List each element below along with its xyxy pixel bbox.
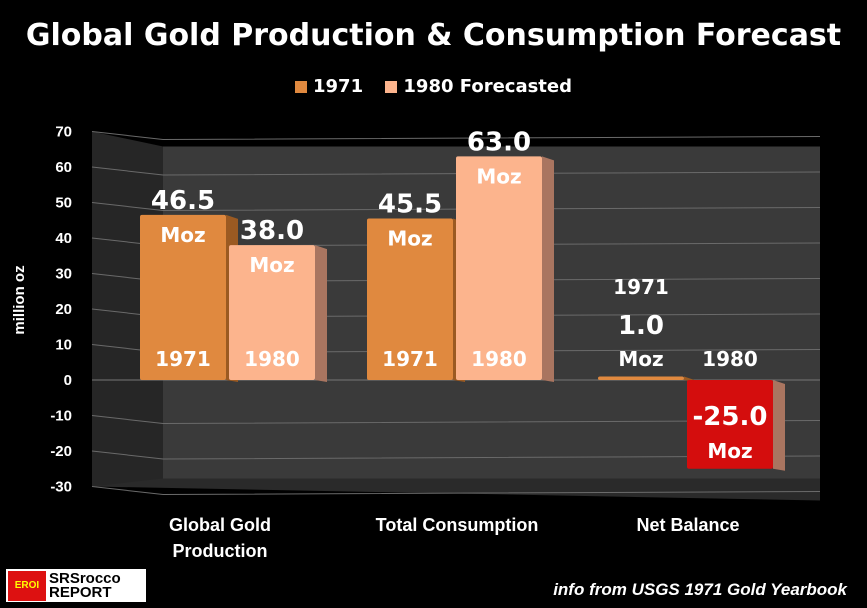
gridline: [91, 166, 821, 176]
year-label: 1971: [382, 347, 438, 371]
y-tick-label: 50: [55, 195, 72, 212]
unit-label: Moz: [618, 347, 663, 371]
legend-item-1971: 1971: [295, 76, 363, 97]
unit-label: Moz: [476, 164, 521, 188]
y-axis-label: million oz: [11, 265, 28, 334]
logo-badge: EROI: [8, 570, 46, 601]
category-label: Production: [173, 541, 268, 561]
legend-swatch: [385, 81, 398, 93]
y-tick-label: 30: [55, 266, 72, 283]
y-tick-label: -20: [50, 443, 72, 460]
value-label: 1.0: [618, 311, 664, 341]
source-note: info from USGS 1971 Gold Yearbook: [553, 580, 847, 599]
srsrocco-logo: EROI SRSrocco REPORT: [6, 569, 146, 602]
value-label: 46.5: [151, 186, 215, 216]
year-label: 1980: [702, 347, 758, 371]
y-tick-label: -30: [50, 479, 72, 496]
bar-1980: [687, 380, 773, 469]
y-tick-label: 0: [64, 372, 72, 389]
category-label: Net Balance: [636, 515, 739, 535]
value-label: -25.0: [693, 402, 768, 432]
year-label: 1980: [471, 347, 527, 371]
unit-label: Moz: [707, 439, 752, 463]
legend-label: 1971: [313, 76, 364, 97]
bar-1971: [140, 214, 226, 380]
value-label: 38.0: [240, 216, 304, 246]
year-label: 1971: [613, 275, 669, 299]
legend-swatch: [295, 81, 307, 93]
bar-side: [315, 245, 327, 382]
y-tick-label: 40: [55, 230, 72, 247]
value-label: 45.5: [378, 189, 442, 219]
floor: [92, 478, 820, 501]
unit-label: Moz: [160, 223, 205, 247]
gridline: [91, 486, 821, 496]
value-label: 63.0: [467, 127, 531, 157]
legend: 1971 1980 Forecasted: [0, 76, 867, 97]
bar-1971: [598, 376, 684, 380]
bar-1971: [367, 218, 453, 380]
category-label: Total Consumption: [376, 515, 539, 535]
logo-line1: SRSrocco: [49, 569, 121, 587]
y-tick-label: 60: [55, 159, 72, 176]
bar-1980: [456, 156, 542, 380]
y-tick-label: 10: [55, 337, 72, 354]
legend-item-1980: 1980 Forecasted: [385, 76, 572, 97]
gridline: [91, 450, 821, 460]
bar-side: [542, 156, 554, 382]
y-tick-label: -10: [50, 408, 72, 425]
year-label: 1971: [155, 347, 211, 371]
unit-label: Moz: [387, 226, 432, 250]
gridline: [91, 131, 821, 141]
gridline: [91, 202, 821, 212]
logo-line2: REPORT: [49, 583, 112, 601]
unit-label: Moz: [249, 253, 294, 277]
chart-title: Global Gold Production & Consumption For…: [25, 18, 842, 53]
legend-label: 1980 Forecasted: [403, 76, 572, 97]
y-tick-label: 70: [55, 124, 72, 141]
bar-1980: [229, 245, 315, 380]
category-label: Global Gold: [169, 515, 271, 535]
year-label: 1980: [244, 347, 300, 371]
y-tick-label: 20: [55, 301, 72, 318]
bar-side: [773, 380, 785, 471]
gridline: [91, 415, 821, 425]
